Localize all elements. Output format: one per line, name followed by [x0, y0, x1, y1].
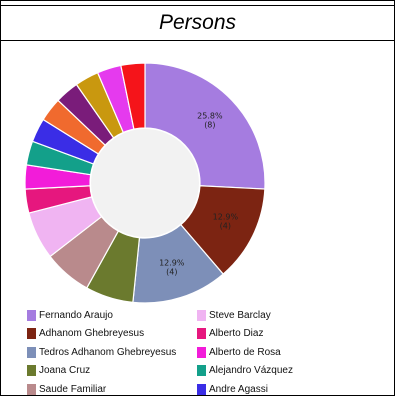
slice-label-3: 12.9% (4) [159, 258, 185, 276]
legend-item: Tedros Adhanom Ghebreyesus [27, 344, 197, 361]
legend-label: Saude Familiar [39, 383, 107, 395]
legend-label: Fernando Araujo [39, 309, 113, 321]
slice-label-1: 25.8% (8) [197, 111, 223, 129]
legend-label: Joana Cruz [39, 365, 91, 377]
donut-hole [91, 129, 199, 237]
legend-item: Steve Barclay [197, 307, 367, 324]
donut-slice-15 [120, 62, 146, 130]
legend-swatch [27, 309, 36, 321]
legend-swatch [197, 328, 206, 340]
slice-label-2: 12.9% (4) [213, 212, 239, 230]
legend-label: Steve Barclay [209, 309, 271, 321]
chart-title: Persons [1, 6, 394, 41]
legend-item: Joana Cruz [27, 363, 197, 380]
legend-item: Alberto de Rosa [197, 344, 367, 361]
legend-label: Alejandro Vázquez [209, 365, 293, 377]
legend-item: Adhanom Ghebreyesus [27, 326, 197, 343]
legend-item: Alejandro Vázquez [197, 363, 367, 380]
legend-item: Fernando Araujo [27, 307, 197, 324]
panel-top-strip [1, 1, 394, 6]
legend-swatch [27, 328, 36, 340]
legend-item: Andre Agassi [197, 381, 367, 395]
legend-label: Andre Agassi [209, 383, 268, 395]
legend-label: Adhanom Ghebreyesus [39, 328, 145, 340]
legend-swatch [197, 346, 206, 358]
legend-swatch [197, 383, 206, 395]
legend-swatch [27, 365, 36, 377]
legend-swatch [197, 309, 206, 321]
legend-label: Alberto Diaz [209, 328, 264, 340]
legend-item: Saude Familiar [27, 381, 197, 395]
donut-chart: 25.8% (8) 12.9% (4) 12.9% (4) [24, 62, 266, 304]
legend-swatch [27, 346, 36, 358]
legend-label: Alberto de Rosa [209, 346, 281, 358]
legend-swatch [197, 365, 206, 377]
donut-slice-1 [144, 62, 266, 190]
legend-label: Tedros Adhanom Ghebreyesus [39, 346, 177, 358]
chart-legend: Fernando Araujo Steve Barclay Adhanom Gheb… [27, 307, 367, 395]
legend-swatch [27, 383, 36, 395]
legend-item: Alberto Diaz [197, 326, 367, 343]
